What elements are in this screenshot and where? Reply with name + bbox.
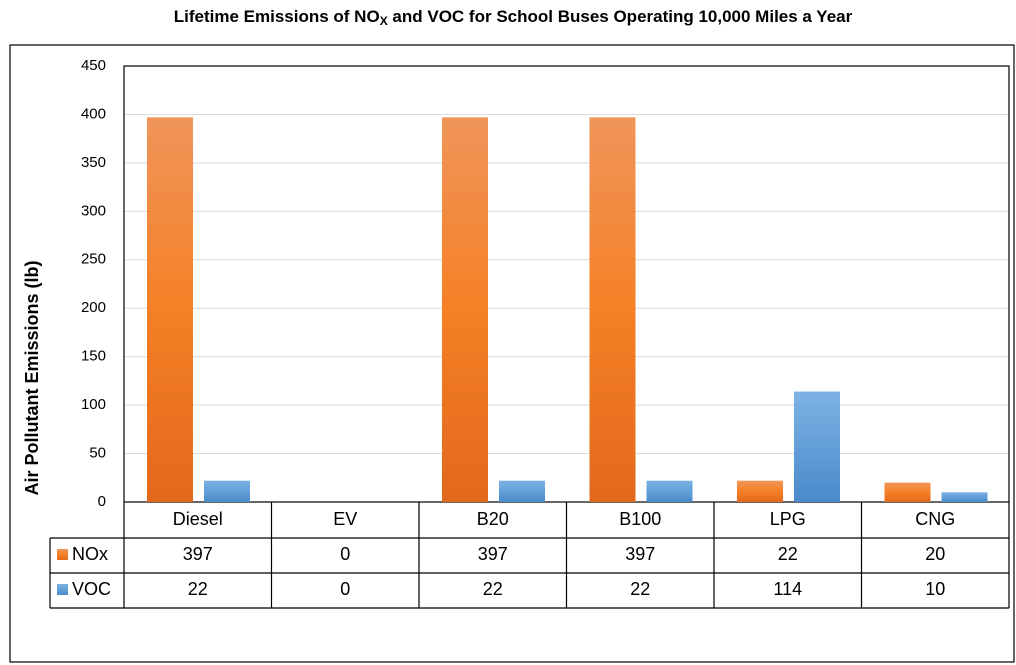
legend-swatch	[57, 584, 68, 595]
y-tick-label: 100	[81, 396, 106, 413]
x-tick-label: EV	[333, 509, 357, 529]
legend-swatch	[57, 549, 68, 560]
y-tick-label: 150	[81, 348, 106, 365]
x-tick-label: B100	[619, 509, 661, 529]
legend-label: VOC	[72, 579, 111, 599]
table-value: 397	[625, 544, 655, 564]
table-value: 22	[630, 579, 650, 599]
y-tick-label: 200	[81, 299, 106, 316]
y-tick-label: 50	[89, 445, 106, 462]
bar	[884, 482, 931, 502]
bar	[794, 391, 840, 502]
table-value: 20	[925, 544, 945, 564]
bar	[499, 480, 545, 502]
table-value: 114	[773, 579, 802, 599]
y-tick-label: 300	[81, 202, 106, 219]
table-value: 22	[778, 544, 798, 564]
legend-label: NOx	[72, 544, 108, 564]
bar	[646, 480, 693, 502]
y-tick-label: 350	[81, 154, 106, 171]
table-value: 22	[483, 579, 503, 599]
y-tick-label: 400	[81, 105, 106, 122]
bar	[941, 492, 988, 502]
table-value: 0	[340, 544, 350, 564]
title-part: and VOC for School Buses Operating 10,00…	[388, 7, 853, 26]
table-value: 22	[188, 579, 208, 599]
table-value: 0	[340, 579, 350, 599]
bar	[442, 117, 488, 503]
x-tick-label: CNG	[915, 509, 955, 529]
y-tick-label: 250	[81, 251, 106, 268]
table-value: 397	[478, 544, 508, 564]
x-tick-label: Diesel	[173, 509, 223, 529]
table-value: 397	[183, 544, 213, 564]
chart-title: Lifetime Emissions of NOX and VOC for Sc…	[174, 7, 853, 28]
x-tick-label: LPG	[770, 509, 806, 529]
y-tick-label: 450	[81, 57, 106, 74]
bar	[737, 480, 783, 502]
title-part: Lifetime Emissions of NO	[174, 7, 380, 26]
table-value: 10	[925, 579, 945, 599]
bar	[204, 480, 250, 502]
x-tick-label: B20	[477, 509, 509, 529]
title-subscript: X	[380, 14, 388, 28]
bar	[589, 117, 636, 503]
bar	[147, 117, 193, 503]
y-axis-title: Air Pollutant Emissions (lb)	[22, 260, 42, 495]
y-tick-label: 0	[98, 493, 106, 510]
